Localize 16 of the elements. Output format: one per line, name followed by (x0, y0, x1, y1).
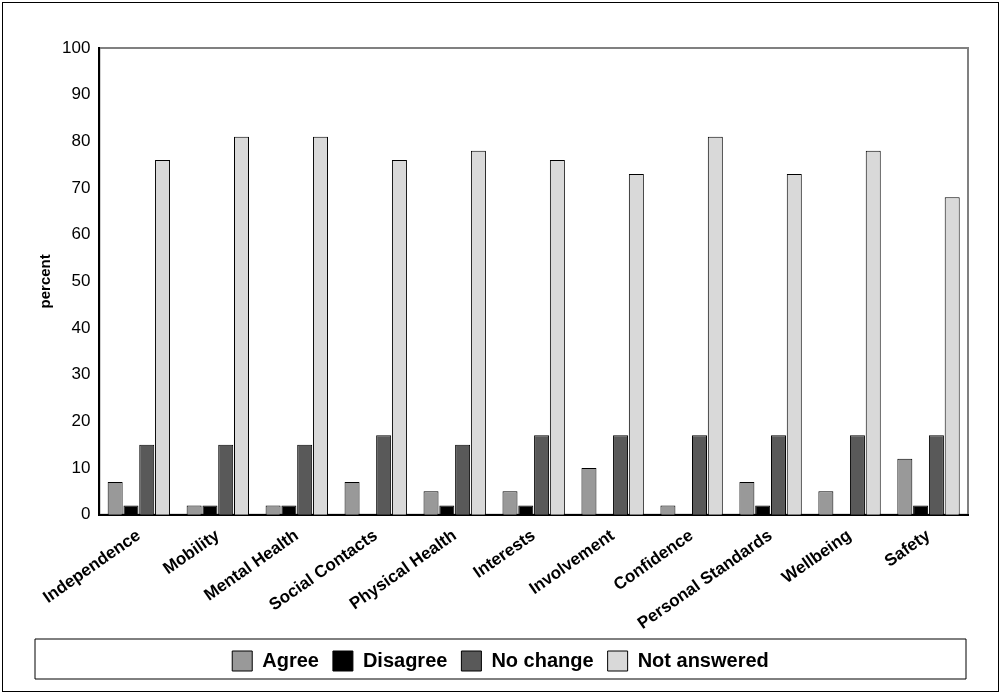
y-tick-label: 100 (61, 37, 91, 57)
legend-label: Agree (262, 648, 319, 671)
y-tick-label: 80 (71, 131, 91, 151)
legend-label: No change (491, 648, 594, 671)
y-tick-label: 50 (71, 271, 91, 291)
y-axis-title: percent (36, 254, 54, 309)
y-tick-label: 90 (71, 84, 91, 104)
y-tick-label: 0 (80, 504, 91, 524)
y-tick-label: 40 (71, 317, 91, 337)
legend-label: Disagree (362, 648, 448, 671)
y-tick-label: 20 (71, 411, 91, 431)
y-tick-label: 60 (71, 224, 91, 244)
y-tick-label: 30 (71, 364, 91, 384)
legend-label: Not answered (637, 648, 769, 671)
y-tick-label: 10 (71, 457, 91, 477)
y-tick-label: 70 (71, 177, 91, 197)
